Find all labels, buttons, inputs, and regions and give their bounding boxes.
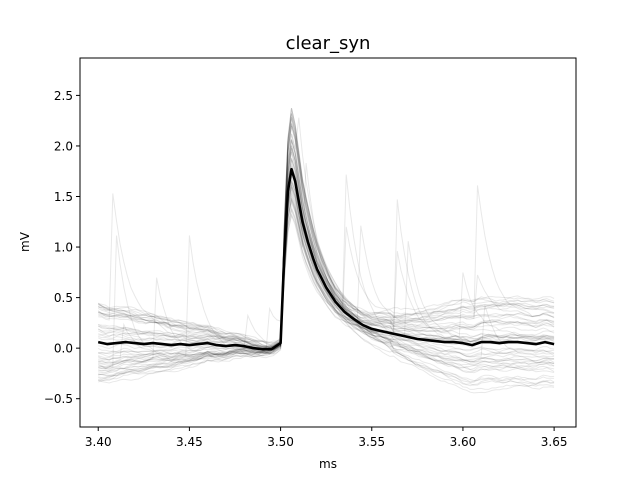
trial-trace xyxy=(97,107,555,382)
trial-trace xyxy=(98,186,555,365)
trial-trace xyxy=(98,147,555,382)
y-tick-label: 1.5 xyxy=(54,190,73,204)
x-tick-label: 3.50 xyxy=(267,435,294,449)
trial-trace xyxy=(97,117,555,351)
y-axis-label: mV xyxy=(18,231,32,252)
trial-trace xyxy=(98,192,555,354)
trial-trace xyxy=(98,118,555,369)
trial-trace xyxy=(98,201,555,361)
x-tick-label: 3.65 xyxy=(541,435,568,449)
y-tick-label: 0.5 xyxy=(54,291,73,305)
trial-trace xyxy=(98,112,555,372)
y-tick-label: −0.5 xyxy=(44,392,73,406)
trial-trace xyxy=(98,194,555,394)
trial-trace xyxy=(98,140,555,361)
x-tick-label: 3.60 xyxy=(450,435,477,449)
trial-trace xyxy=(98,189,555,374)
trial-trace xyxy=(97,125,555,351)
chart-title: clear_syn xyxy=(286,33,371,54)
trial-trace xyxy=(97,139,555,384)
trial-trace xyxy=(97,145,555,363)
x-axis-ticks: 3.40 3.45 3.50 3.55 3.60 3.65 xyxy=(85,427,568,449)
trial-trace xyxy=(98,151,555,387)
trial-trace xyxy=(98,117,555,390)
trial-trace xyxy=(98,146,555,376)
trial-trace xyxy=(98,179,555,349)
trial-trace xyxy=(98,158,555,376)
trial-trace xyxy=(98,125,555,372)
trial-trace xyxy=(98,180,555,366)
y-tick-label: 1.0 xyxy=(54,241,73,255)
trial-trace xyxy=(98,176,555,370)
trial-trace xyxy=(98,182,555,358)
trial-trace xyxy=(98,107,555,365)
y-tick-label: 2.5 xyxy=(54,89,73,103)
trial-trace xyxy=(98,197,555,369)
mean-trace-group xyxy=(97,167,555,351)
plot-frame xyxy=(79,57,577,428)
trial-trace xyxy=(97,151,555,343)
mean-trace-line xyxy=(97,167,555,351)
trial-trace xyxy=(98,199,555,383)
trial-trace xyxy=(98,172,555,371)
trial-trace xyxy=(98,207,555,347)
trial-trace xyxy=(98,208,555,346)
trial-trace xyxy=(98,133,555,370)
trial-trace xyxy=(98,139,555,387)
trial-trace xyxy=(98,139,555,373)
trial-traces xyxy=(97,107,555,394)
trial-trace xyxy=(98,213,555,368)
trial-trace xyxy=(97,157,555,371)
x-axis-label: ms xyxy=(319,457,337,471)
trial-trace xyxy=(98,148,555,354)
trial-trace xyxy=(97,122,555,351)
y-tick-label: 2.0 xyxy=(54,139,73,153)
trial-trace xyxy=(97,123,555,354)
x-tick-label: 3.40 xyxy=(85,435,112,449)
y-tick-label: 0.0 xyxy=(54,342,73,356)
trial-trace xyxy=(97,158,555,348)
trial-trace xyxy=(97,197,555,349)
x-tick-label: 3.45 xyxy=(176,435,203,449)
trial-trace xyxy=(98,183,555,380)
trial-trace xyxy=(98,168,555,348)
trial-trace xyxy=(97,116,555,347)
trial-trace xyxy=(97,184,555,348)
trial-trace xyxy=(98,162,555,351)
x-tick-label: 3.55 xyxy=(358,435,385,449)
trial-trace xyxy=(97,145,555,366)
trial-trace xyxy=(98,123,555,384)
trial-trace xyxy=(98,184,555,366)
trial-trace xyxy=(98,108,555,350)
trial-trace xyxy=(97,113,555,349)
trial-trace xyxy=(98,196,555,363)
trial-trace xyxy=(98,213,555,364)
y-axis-ticks: −0.5 0.0 0.5 1.0 1.5 2.0 2.5 xyxy=(44,89,80,406)
trial-trace xyxy=(98,186,555,363)
trial-trace xyxy=(97,113,555,364)
